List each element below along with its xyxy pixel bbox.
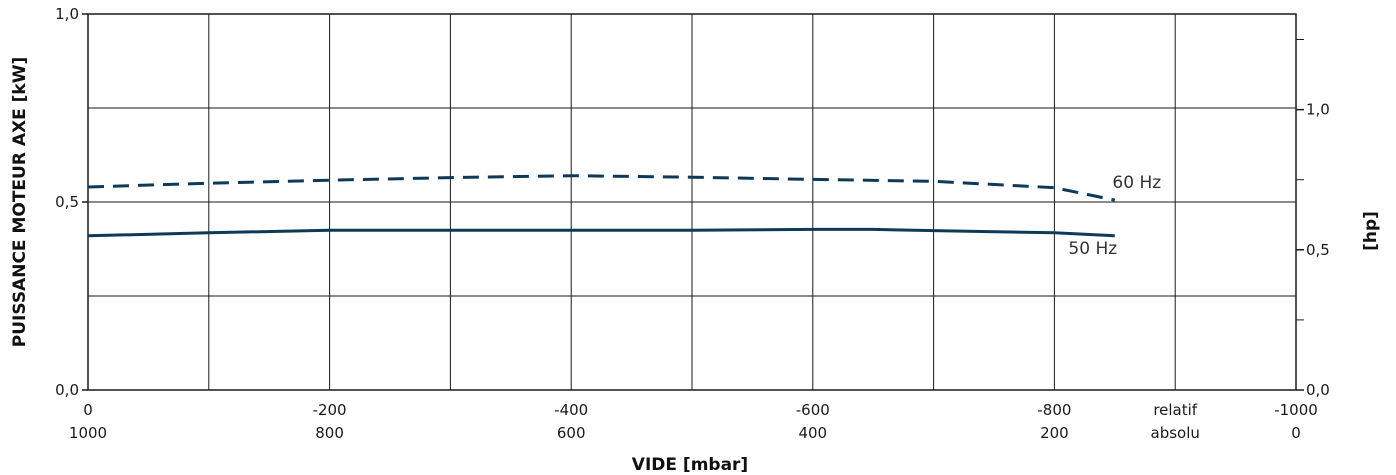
series-label-60-hz: 60 Hz <box>1112 173 1161 193</box>
series-label-50-hz: 50 Hz <box>1068 239 1117 259</box>
y2-tick-label: 0,5 <box>1306 241 1330 259</box>
x-tick-label-absolute: 800 <box>315 424 344 442</box>
x-tick-label-absolute: 1000 <box>69 424 107 442</box>
series-line-60-hz <box>87 174 1116 202</box>
y-tick-label: 0,5 <box>55 193 79 211</box>
x-tick-label-relative: -1000 <box>1274 401 1318 419</box>
y-axis-title: PUISSANCE MOTEUR AXE [kW] <box>10 57 30 348</box>
y-tick-label: 0,0 <box>55 381 79 399</box>
x-tick-label-relative: -600 <box>796 401 830 419</box>
ticks-layer: 0,0 0,5 1,0 0,0 0,5 1,0 0 1000 -200 800 -400 600 -60… <box>55 5 1330 442</box>
y2-axis-title: [hp] <box>1361 211 1381 251</box>
y-tick-label: 1,0 <box>55 5 79 23</box>
x-tick-label-absolute: 200 <box>1040 424 1069 442</box>
x-tick-label-relative: -200 <box>313 401 347 419</box>
x-axis-title: VIDE [mbar] <box>632 455 748 475</box>
x-tick-label-relative: 0 <box>83 401 93 419</box>
y2-tick-label: 1,0 <box>1306 101 1330 119</box>
x-tick-label-relative: -400 <box>554 401 588 419</box>
x-row-label-absolute: absolu <box>1151 424 1200 442</box>
y2-tick-label: 0,0 <box>1306 381 1330 399</box>
x-tick-label-relative: -800 <box>1037 401 1071 419</box>
series-layer: 60 Hz 50 Hz <box>87 173 1161 259</box>
x-tick-label-absolute: 600 <box>557 424 586 442</box>
x-row-label-relative: relatif <box>1153 401 1197 419</box>
series-line-50-hz <box>87 227 1115 238</box>
x-tick-label-absolute: 0 <box>1291 424 1301 442</box>
grid <box>88 14 1296 390</box>
x-tick-label-absolute: 400 <box>798 424 827 442</box>
